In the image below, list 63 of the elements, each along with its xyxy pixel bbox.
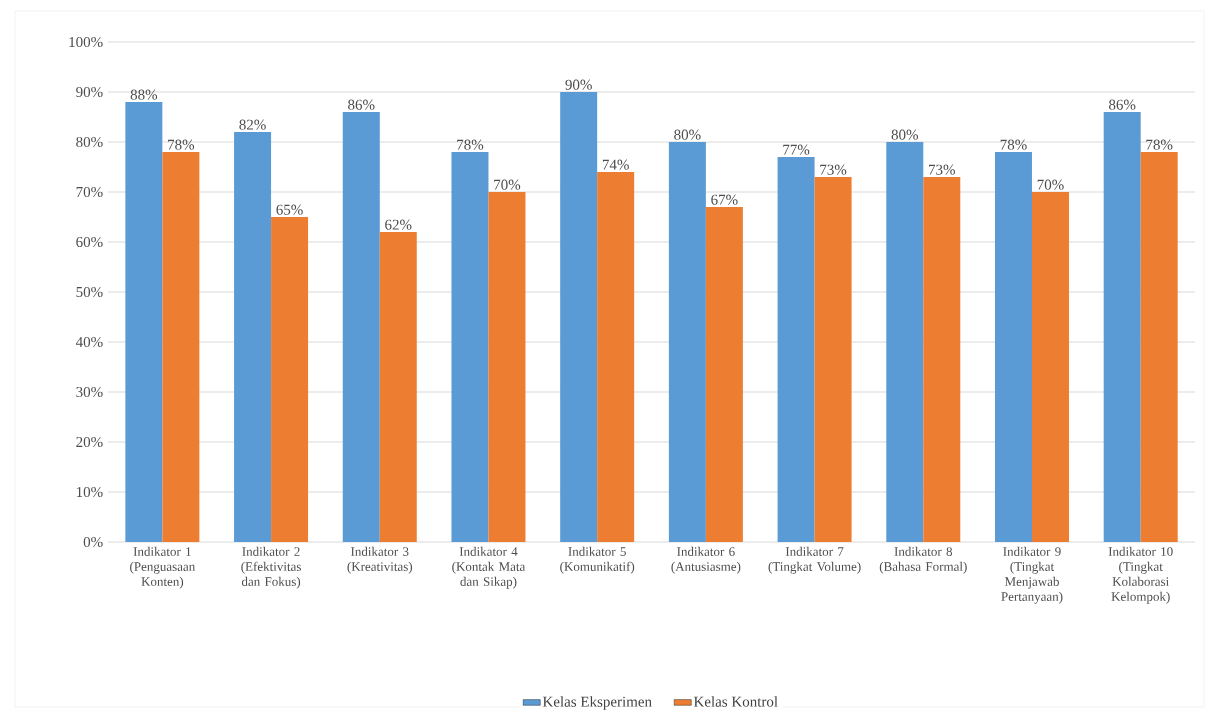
- y-tick-label: 10%: [76, 486, 103, 498]
- data-label: 77%: [783, 144, 810, 155]
- legend-label: Kelas Kontrol: [693, 696, 778, 707]
- y-tick-label: 80%: [76, 136, 103, 148]
- y-tick-label: 30%: [76, 386, 103, 398]
- legend-label: Kelas Eksperimen: [542, 696, 652, 710]
- bar: [271, 216, 309, 542]
- data-label: 78%: [457, 139, 484, 150]
- x-tick-label: Indikator 6 (Antusiasme): [671, 546, 741, 574]
- y-tick-label: 50%: [76, 286, 103, 298]
- y-tick-label: 40%: [75, 336, 103, 348]
- data-label: 65%: [276, 204, 303, 215]
- bar: [705, 206, 743, 542]
- x-tick-label: Indikator 7 (Tingkat Volume): [768, 546, 861, 574]
- bar: [488, 191, 526, 542]
- x-tick-label: Indikator 3 (Kreativitas): [347, 546, 413, 574]
- data-label: 70%: [494, 179, 521, 190]
- bar: [668, 141, 706, 542]
- bar: [886, 141, 924, 542]
- data-label: 73%: [929, 164, 956, 175]
- bar: [342, 111, 380, 542]
- data-label: 86%: [348, 99, 375, 110]
- y-tick-label: 20%: [76, 436, 103, 448]
- data-label: 90%: [565, 79, 592, 90]
- x-tick-label: Indikator 9 (Tingkat Menjawab Pertanyaan): [1001, 546, 1063, 604]
- bar: [451, 151, 489, 542]
- bar: [814, 176, 852, 542]
- x-tick-label: Indikator 10 (Tingkat Kolaborasi Kelompok): [1108, 546, 1173, 604]
- bar: [1031, 191, 1069, 542]
- bar: [162, 151, 200, 542]
- x-tick-label: Indikator 4 (Kontak Mata dan Sikap): [452, 546, 526, 589]
- data-label: 70%: [1037, 179, 1064, 190]
- y-tick-label: 0%: [83, 536, 103, 548]
- bar: [597, 171, 635, 542]
- data-label: 86%: [1109, 99, 1136, 110]
- x-tick-label: Indikator 2 (Efektivitas dan Fokus): [241, 546, 301, 589]
- x-tick-label: Indikator 8 (Bahasa Formal): [879, 546, 967, 574]
- data-label: 80%: [674, 129, 701, 140]
- x-tick-label: Indikator 1 (Penguasaan Konten): [130, 546, 196, 589]
- y-tick-label: 90%: [76, 86, 103, 98]
- data-label: 73%: [820, 164, 847, 175]
- bar: [994, 151, 1032, 542]
- y-tick-label: 70%: [76, 186, 103, 198]
- bar: [560, 91, 598, 542]
- bar: [125, 101, 163, 542]
- data-label: 67%: [711, 194, 738, 205]
- data-label: 74%: [602, 159, 629, 170]
- data-label: 78%: [1146, 139, 1173, 150]
- data-label: 62%: [385, 219, 412, 230]
- bar: [777, 156, 815, 542]
- data-label: 80%: [891, 129, 919, 140]
- bar: [923, 176, 961, 542]
- data-label: 82%: [239, 119, 266, 130]
- y-tick-label: 100%: [69, 36, 103, 48]
- y-tick-label: 60%: [76, 236, 103, 248]
- bar: [379, 231, 417, 542]
- x-tick-label: Indikator 5 (Komunikatif): [560, 546, 635, 574]
- bar: [1140, 151, 1178, 542]
- data-label: 78%: [168, 139, 195, 150]
- data-label: 78%: [1000, 139, 1027, 150]
- bar: [234, 131, 272, 542]
- bar: [1103, 111, 1141, 542]
- data-label: 88%: [130, 89, 158, 100]
